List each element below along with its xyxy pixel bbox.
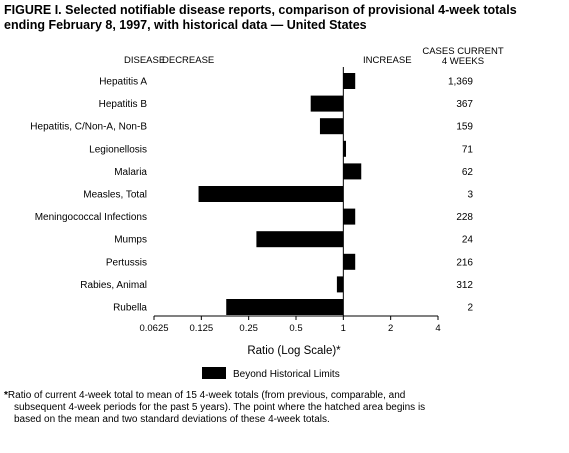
footnote: *Ratio of current 4-week total to mean o… <box>4 390 564 426</box>
title-line-2: ending February 8, 1997, with historical… <box>4 18 367 32</box>
bar <box>198 186 344 202</box>
cases-header: CASES CURRENT 4 WEEKS <box>418 47 508 67</box>
category-label: Meningococcal Infections <box>35 212 147 223</box>
category-label: Measles, Total <box>83 190 147 201</box>
category-label: Pertussis <box>106 257 147 268</box>
x-axis-label: Ratio (Log Scale)* <box>247 345 341 357</box>
x-tick-label: 4 <box>435 323 440 334</box>
footnote-line-2: subsequent 4-week periods for the past 5… <box>14 402 426 413</box>
case-count-labels: 1,369 367 159 71 62 3 228 24 216 312 2 <box>448 77 473 314</box>
x-tick-label: 2 <box>388 323 393 334</box>
case-count: 2 <box>467 303 473 314</box>
case-count: 1,369 <box>448 77 473 88</box>
category-label: Malaria <box>114 167 147 178</box>
title-text-1: Selected notifiable disease reports, com… <box>65 3 517 17</box>
bar <box>336 276 344 293</box>
footnote-marker: * <box>4 390 8 401</box>
bar <box>343 163 362 180</box>
bar <box>343 73 356 89</box>
decrease-header: DECREASE <box>162 55 215 66</box>
category-label: Legionellosis <box>89 144 147 155</box>
figure-title: FIGURE I. Selected notifiable disease re… <box>4 3 564 33</box>
bars-group <box>198 73 362 315</box>
footnote-line-3: based on the mean and two standard devia… <box>14 414 330 425</box>
x-axis: 0.0625 0.125 0.25 0.5 1 2 4 <box>139 67 441 334</box>
category-labels: Hepatitis A Hepatitis B Hepatitis, C/Non-A… <box>30 77 147 314</box>
bar <box>310 95 344 112</box>
bar <box>343 253 356 270</box>
case-count: 216 <box>456 257 473 268</box>
bar <box>256 231 344 248</box>
legend-swatch <box>202 367 226 379</box>
x-tick-label: 0.25 <box>239 323 258 334</box>
bar <box>319 118 344 135</box>
x-tick-label: 1 <box>341 323 346 334</box>
figure-label: FIGURE I. <box>4 3 62 17</box>
case-count: 3 <box>467 190 473 201</box>
category-label: Hepatitis A <box>99 77 147 88</box>
category-label: Hepatitis, C/Non-A, Non-B <box>30 122 147 133</box>
x-tick-label: 0.0625 <box>139 323 168 334</box>
case-count: 71 <box>462 144 474 155</box>
category-label: Mumps <box>114 235 147 246</box>
x-tick-label: 0.125 <box>189 323 213 334</box>
category-label: Rabies, Animal <box>80 280 147 291</box>
title-line-1: FIGURE I. Selected notifiable disease re… <box>4 3 564 18</box>
category-label: Hepatitis B <box>99 99 148 110</box>
case-count: 228 <box>456 212 473 223</box>
footnote-line-1: *Ratio of current 4-week total to mean o… <box>4 390 564 402</box>
bar <box>343 208 356 225</box>
bar <box>343 140 347 157</box>
legend-label: Beyond Historical Limits <box>233 369 340 380</box>
cases-header-line-2: 4 WEEKS <box>441 56 485 67</box>
case-count: 312 <box>456 280 473 291</box>
case-count: 24 <box>462 235 474 246</box>
case-count: 62 <box>462 167 474 178</box>
case-count: 367 <box>456 99 473 110</box>
footnote-text-1: Ratio of current 4-week total to mean of… <box>7 390 406 401</box>
increase-header: INCREASE <box>363 55 412 66</box>
cases-header-line-1: CASES CURRENT <box>422 46 504 57</box>
x-tick-label: 0.5 <box>289 323 302 334</box>
case-count: 159 <box>456 122 473 133</box>
category-label: Rubella <box>113 303 147 314</box>
disease-header: DISEASE <box>124 55 166 66</box>
bar <box>226 299 344 315</box>
